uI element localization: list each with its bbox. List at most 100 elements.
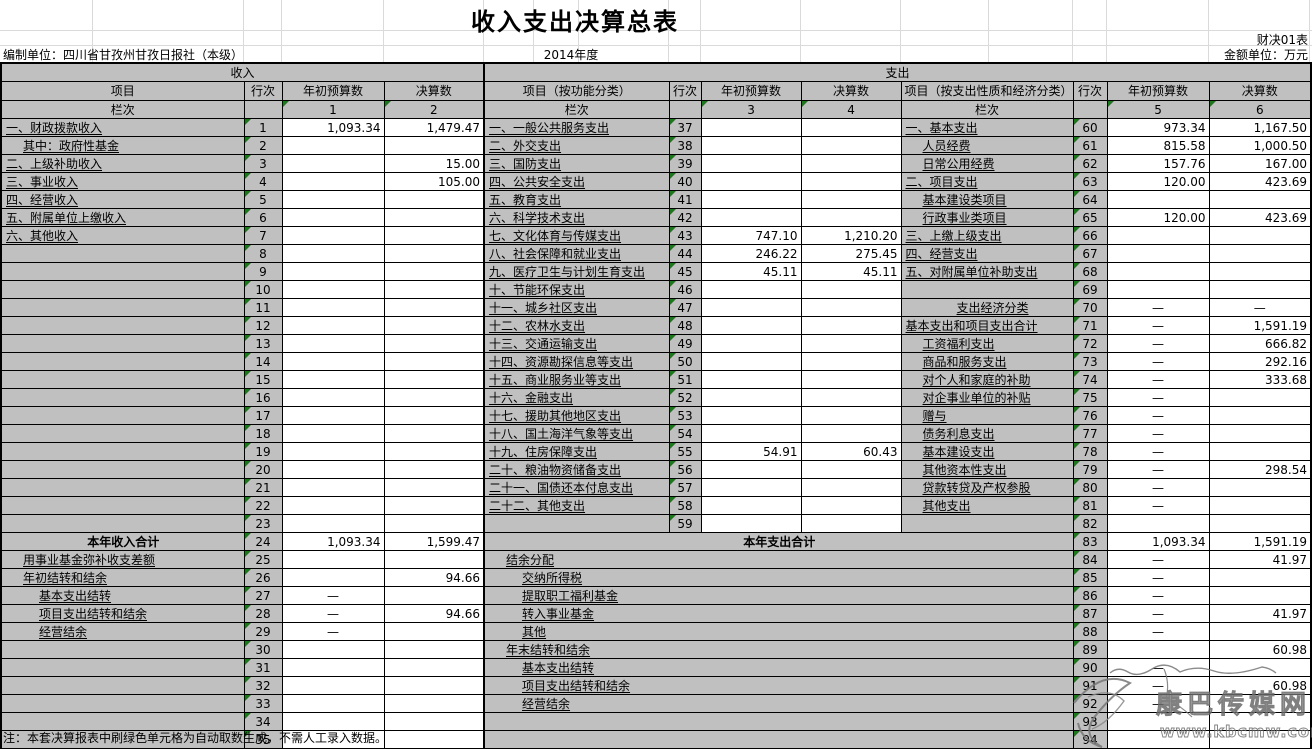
table-row: 用事业基金弥补收支差额 25 结余分配 84—41.97 [0, 550, 1312, 569]
row-number-cell: 73 [1072, 352, 1108, 371]
lanci-blank [1072, 100, 1108, 119]
value-cell [383, 658, 485, 677]
value-cell: 298.54 [1208, 460, 1312, 479]
value-cell [281, 640, 385, 659]
row-number-cell: 52 [668, 388, 702, 407]
column-number: 3 [700, 100, 802, 119]
table-body: 一、财政拨款收入 1 1,093.34 1,479.47 一、一般公共服务支出 37 一、基… [0, 118, 1312, 749]
income-item-cell [0, 496, 245, 515]
value-cell [800, 514, 902, 533]
value-cell [800, 208, 902, 227]
value-cell [281, 280, 385, 299]
table-row: 其中：政府性基金 2 二、外交支出 38 人员经费 61 815.58 1,000.50 [0, 136, 1312, 155]
function-item-cell: 二十一、国债还本付息支出 [483, 478, 670, 497]
row-number-cell: 87 [1072, 604, 1108, 623]
economic-item-cell: 赠与 [900, 406, 1074, 425]
value-cell [700, 514, 802, 533]
row-number-cell: 84 [1072, 550, 1108, 569]
value-cell: 105.00 [383, 172, 485, 191]
value-cell [383, 334, 485, 353]
value-cell [800, 424, 902, 443]
row-number-cell: 88 [1072, 622, 1108, 641]
value-cell: 666.82 [1208, 334, 1312, 353]
income-item-cell [0, 460, 245, 479]
value-cell [1208, 496, 1312, 515]
row-number-cell: 65 [1072, 208, 1108, 227]
income-item-cell: 其中：政府性基金 [0, 136, 245, 155]
value-cell [700, 352, 802, 371]
row-number-cell: 54 [668, 424, 702, 443]
income-item-header: 项目 [0, 81, 245, 101]
value-cell [1208, 622, 1312, 641]
value-cell [281, 262, 385, 281]
value-cell: — [1106, 604, 1210, 623]
value-cell [383, 550, 485, 569]
merged-item-cell: 其他 [483, 622, 1074, 641]
value-cell [383, 712, 485, 731]
value-cell [1106, 280, 1210, 299]
value-cell [1208, 568, 1312, 587]
income-item-cell: 本年收入合计 [0, 532, 245, 551]
function-item-cell: 十一、城乡社区支出 [483, 298, 670, 317]
gridline [900, 0, 901, 62]
merged-item-cell: 项目支出结转和结余 [483, 676, 1074, 695]
value-cell [281, 136, 385, 155]
value-cell [1208, 280, 1312, 299]
value-cell [700, 334, 802, 353]
value-cell [1106, 262, 1210, 281]
value-cell: 15.00 [383, 154, 485, 173]
function-item-cell: 五、教育支出 [483, 190, 670, 209]
value-cell: 1,093.34 [1106, 532, 1210, 551]
value-cell: 60.98 [1208, 640, 1312, 659]
column-number: 4 [800, 100, 902, 119]
economic-item-cell: 对企事业单位的补贴 [900, 388, 1074, 407]
value-cell [700, 370, 802, 389]
row-number-cell: 45 [668, 262, 702, 281]
income-item-cell: 项目支出结转和结余 [0, 604, 245, 623]
row-number-cell: 14 [243, 352, 283, 371]
value-cell [383, 460, 485, 479]
row-number-cell: 8 [243, 244, 283, 263]
row-number-cell: 30 [243, 640, 283, 659]
table-row: 9 九、医疗卫生与计划生育支出 45 45.11 45.11 五、对附属单位补助支出 68 [0, 262, 1312, 281]
merged-item-cell: 本年支出合计 [483, 532, 1074, 551]
row-number-cell: 51 [668, 370, 702, 389]
value-cell: 60.43 [800, 442, 902, 461]
economic-item-cell: 四、经营支出 [900, 244, 1074, 263]
value-cell: — [1106, 622, 1210, 641]
value-cell: — [1106, 406, 1210, 425]
value-cell [383, 136, 485, 155]
gridline [668, 0, 669, 62]
function-item-cell: 九、医疗卫生与计划生育支出 [483, 262, 670, 281]
value-cell [800, 352, 902, 371]
value-cell: — [1106, 298, 1210, 317]
value-cell [800, 136, 902, 155]
table-row: 11 十一、城乡社区支出 47 支出经济分类 70— — [0, 298, 1312, 317]
value-cell [383, 676, 485, 695]
value-cell [281, 388, 385, 407]
value-cell [800, 406, 902, 425]
report-table: 收入 支出 项目 行次 年初预算数 决算数 项目（按功能分类） 行次 年初预算数… [0, 62, 1312, 749]
economic-item-cell: 行政事业类项目 [900, 208, 1074, 227]
row-number-cell: 28 [243, 604, 283, 623]
value-cell: 54.91 [700, 442, 802, 461]
lanci-label: 栏次 [0, 100, 245, 119]
value-cell [700, 280, 802, 299]
table-row: 四、经营收入 5 五、教育支出 41 基本建设类项目 64 [0, 190, 1312, 209]
row-number-cell: 19 [243, 442, 283, 461]
value-cell [383, 424, 485, 443]
row-number-cell: 40 [668, 172, 702, 191]
value-cell [700, 118, 802, 137]
value-cell [281, 208, 385, 227]
value-cell [281, 226, 385, 245]
value-cell: — [1106, 478, 1210, 497]
value-cell: 41.97 [1208, 550, 1312, 569]
value-cell [1208, 190, 1312, 209]
value-cell [800, 388, 902, 407]
value-cell [383, 352, 485, 371]
value-cell [281, 370, 385, 389]
value-cell [383, 388, 485, 407]
footnote: 注：本套决算报表中刷绿色单元格为自动取数生成，不需人工录入数据。 [3, 731, 388, 745]
table-row: 30 年末结转和结余 89 60.98 [0, 640, 1312, 659]
income-section-header: 收入 [0, 62, 485, 82]
